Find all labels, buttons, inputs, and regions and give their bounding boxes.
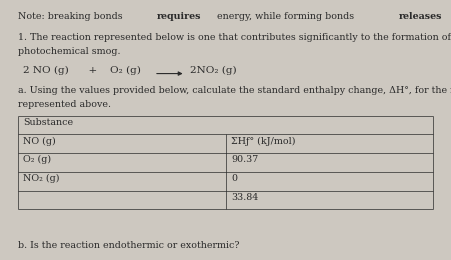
Text: 90.37: 90.37 <box>231 155 258 164</box>
Text: energy, while forming bonds: energy, while forming bonds <box>214 12 358 21</box>
Text: O₂ (g): O₂ (g) <box>23 155 51 164</box>
Text: 2NO₂ (g): 2NO₂ (g) <box>190 66 237 75</box>
Text: NO₂ (g): NO₂ (g) <box>23 174 60 183</box>
Text: photochemical smog.: photochemical smog. <box>18 47 120 56</box>
Text: 2 NO (g): 2 NO (g) <box>23 66 68 75</box>
Text: 0: 0 <box>231 174 237 183</box>
Text: Substance: Substance <box>23 118 74 127</box>
Text: Note: breaking bonds: Note: breaking bonds <box>18 12 126 21</box>
Text: O₂ (g): O₂ (g) <box>110 66 141 75</box>
Text: releases: releases <box>399 12 442 21</box>
Text: 33.84: 33.84 <box>231 193 258 202</box>
Text: b. Is the reaction endothermic or exothermic?: b. Is the reaction endothermic or exothe… <box>18 240 239 250</box>
Text: ΣHƒ° (kJ/mol): ΣHƒ° (kJ/mol) <box>231 136 295 146</box>
Text: requires: requires <box>157 12 202 21</box>
Text: represented above.: represented above. <box>18 100 111 109</box>
Text: NO (g): NO (g) <box>23 136 56 146</box>
Text: a. Using the values provided below, calculate the standard enthalpy change, ΔH°,: a. Using the values provided below, calc… <box>18 86 451 95</box>
Text: 1. The reaction represented below is one that contributes significantly to the f: 1. The reaction represented below is one… <box>18 32 451 42</box>
Text: +: + <box>82 66 103 75</box>
